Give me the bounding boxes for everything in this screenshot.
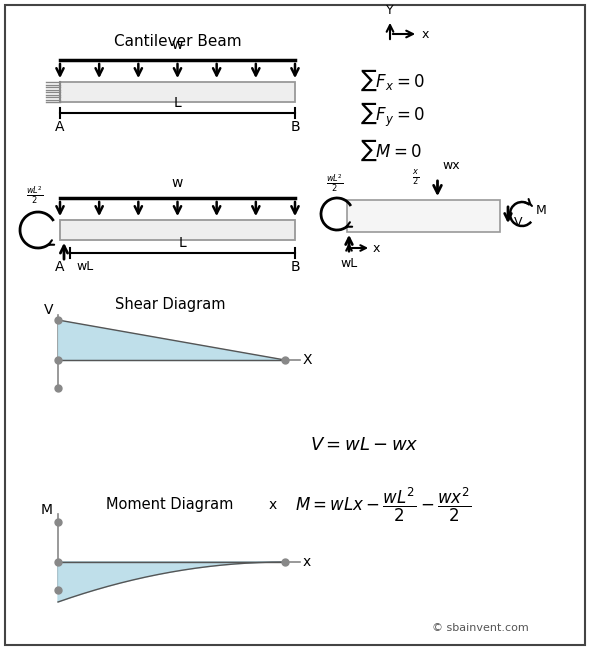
Text: Y: Y	[386, 4, 394, 17]
Text: $\frac{wL^2}{2}$: $\frac{wL^2}{2}$	[26, 184, 44, 206]
Text: Shear Diagram: Shear Diagram	[114, 297, 225, 312]
Bar	[60, 82, 295, 102]
Text: Moment Diagram: Moment Diagram	[106, 497, 234, 512]
Text: A: A	[55, 120, 65, 134]
Text: x: x	[422, 27, 430, 40]
Text: L: L	[173, 96, 181, 110]
Text: M: M	[41, 503, 53, 517]
Text: B: B	[290, 260, 300, 274]
Polygon shape	[58, 320, 285, 360]
Text: M: M	[536, 203, 547, 216]
Text: x: x	[373, 242, 381, 255]
Text: $M = wLx - \dfrac{wL^2}{2} - \dfrac{wx^2}{2}$: $M = wLx - \dfrac{wL^2}{2} - \dfrac{wx^2…	[295, 486, 471, 524]
Text: $\frac{wL^2}{2}$: $\frac{wL^2}{2}$	[326, 172, 344, 194]
Text: $\sum F_y = 0$: $\sum F_y = 0$	[360, 101, 425, 129]
Text: $V = wL - wx$: $V = wL - wx$	[310, 436, 419, 454]
Text: w: w	[172, 38, 183, 52]
Text: w: w	[172, 176, 183, 190]
Text: wx: wx	[442, 159, 460, 172]
Text: x: x	[269, 498, 277, 512]
Text: Cantilever Beam: Cantilever Beam	[114, 34, 241, 49]
Text: © sbainvent.com: © sbainvent.com	[432, 623, 529, 633]
Text: wL: wL	[76, 260, 93, 273]
Text: B: B	[290, 120, 300, 134]
Text: $\sum M = 0$: $\sum M = 0$	[360, 137, 422, 162]
Text: wL: wL	[340, 257, 358, 270]
Text: x: x	[303, 555, 312, 569]
Bar	[347, 200, 500, 232]
Text: V: V	[44, 303, 53, 317]
Bar	[60, 220, 295, 240]
Text: V: V	[514, 216, 523, 229]
Text: L: L	[179, 236, 186, 250]
Text: $\sum F_x = 0$: $\sum F_x = 0$	[360, 68, 425, 93]
Text: A: A	[55, 260, 65, 274]
Polygon shape	[58, 562, 285, 602]
Text: $\frac{x}{2}$: $\frac{x}{2}$	[412, 168, 419, 188]
Text: X: X	[303, 353, 313, 367]
